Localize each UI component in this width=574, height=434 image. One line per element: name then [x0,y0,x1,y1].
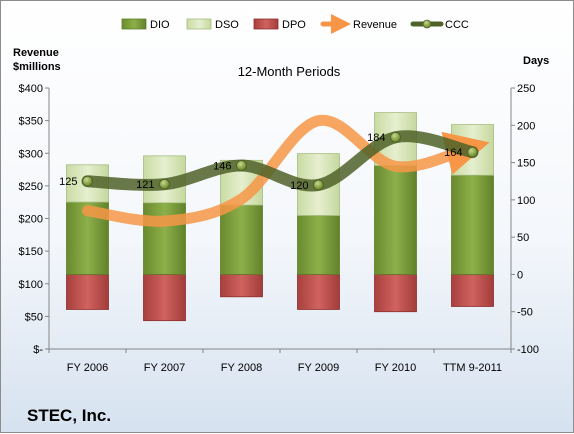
ccc-point [390,131,401,143]
legend-label-revenue: Revenue [353,19,397,31]
ccc-point [467,146,478,158]
legend-label-dpo: DPO [282,19,306,31]
bar-dpo [297,274,340,310]
bar-dpo [374,274,417,313]
left-tick-label: $250 [19,181,43,193]
right-tick-label: 200 [517,120,535,132]
legend: DIO DSO DPO Revenue CCC [121,14,469,34]
right-tick-label: 0 [517,269,523,281]
ccc-data-label: 125 [59,176,77,188]
left-tick-label: $200 [19,214,43,226]
legend-swatch-dso [186,18,212,30]
ccc-data-label: 184 [367,132,385,144]
bar-dio [143,202,186,275]
x-axis-ticks: FY 2006 FY 2007 FY 2008 FY 2009 FY 2010 TTM 9… [48,349,512,374]
ccc-point [313,179,324,191]
right-tick-label: -100 [517,344,539,356]
ccc-data-label: 164 [444,147,462,159]
ccc-point [159,178,170,190]
x-tick-label: FY 2008 [221,362,262,374]
right-axis-ticks: -100 -50 0 50 100 150 200 250 [511,83,539,356]
ccc-data-label: 121 [136,179,154,191]
revenue-line [82,114,490,227]
legend-swatch-ccc-dot [422,19,432,29]
bar-dio [374,165,417,275]
left-tick-label: $100 [19,279,43,291]
left-tick-label: $300 [19,148,43,160]
right-tick-label: 150 [517,158,535,170]
x-tick-label: FY 2010 [375,362,416,374]
chart-title: 12-Month Periods [238,64,341,79]
right-tick-label: 100 [517,195,535,207]
left-tick-label: $400 [19,83,43,95]
bar-dio [220,204,263,275]
legend-label-dio: DIO [150,19,170,31]
bar-dio [451,174,494,275]
ccc-data-label: 120 [290,180,308,192]
legend-label-dso: DSO [215,19,239,31]
x-tick-label: TTM 9-2011 [443,362,502,374]
bar-dpo [143,274,186,322]
ccc-data-label: 146 [213,161,231,173]
bar-dpo [220,274,263,298]
left-tick-label: $350 [19,116,43,128]
right-tick-label: 250 [517,83,535,95]
ccc-data-labels: 125 121 146 120 184 164 [59,132,462,192]
right-tick-label: -50 [517,307,533,319]
right-axis-label: Days [523,55,549,67]
ccc-point [236,160,247,172]
x-tick-label: FY 2009 [298,362,339,374]
ccc-point [82,175,93,187]
revenue-series [82,114,490,227]
bar-dpo [66,274,109,310]
legend-swatch-dio [121,18,147,30]
x-tick-label: FY 2007 [144,362,185,374]
left-axis-ticks: $- $50 $100 $150 $200 $250 $300 $350 $400 [19,83,49,356]
left-tick-label: $- [33,344,43,356]
x-tick-label: FY 2006 [67,362,108,374]
legend-label-ccc: CCC [445,19,469,31]
ccc-series [81,130,479,192]
bar-dio [297,215,340,275]
company-name: STEC, Inc. [27,406,111,425]
left-tick-label: $150 [19,246,43,258]
bar-dpo [451,274,494,307]
left-axis-label-line1: Revenue [13,47,59,59]
left-axis-label-line2: $millions [13,61,61,73]
legend-swatch-dpo [253,18,279,30]
right-tick-label: 50 [517,232,529,244]
left-tick-label: $50 [25,311,43,323]
